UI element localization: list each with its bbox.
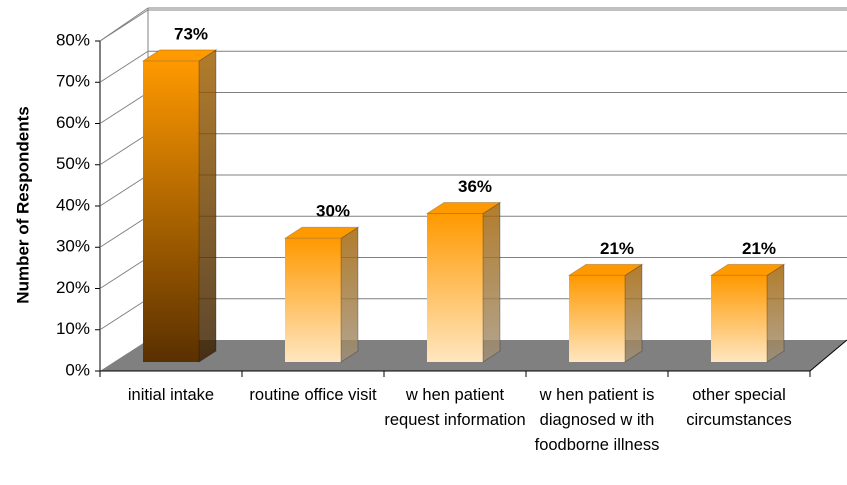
bar-top (141, 49, 218, 62)
y-tick-label: 40% (56, 195, 90, 214)
grid-line (99, 92, 149, 124)
bar-side (482, 201, 501, 363)
x-tick-label: w hen patient request information (384, 386, 526, 429)
y-tick-label: 60% (56, 113, 90, 132)
bar-top (567, 263, 644, 276)
bar (141, 48, 218, 363)
bar (425, 201, 502, 363)
x-ticks (99, 371, 811, 377)
x-axis-depth (809, 339, 847, 372)
data-label: 73% (174, 24, 208, 43)
bar-front (569, 275, 625, 362)
grid-line (99, 50, 149, 83)
bar (709, 263, 786, 363)
y-tick-label: 10% (56, 319, 90, 338)
y-tick-label: 30% (56, 237, 90, 256)
bar-side-shade (199, 49, 216, 362)
bar (283, 226, 360, 363)
bar-side-shade (341, 227, 358, 362)
x-tick-label: initial intake (127, 386, 215, 404)
bar-side-shade (483, 202, 500, 362)
y-axis-title: Number of Respondents (13, 106, 32, 303)
bar-top (709, 263, 786, 276)
grid-line (99, 298, 149, 331)
y-tick-label: 70% (56, 72, 90, 91)
data-label: 21% (742, 239, 776, 258)
data-label: 21% (600, 239, 634, 258)
data-label: 30% (316, 202, 350, 221)
bar-front (427, 213, 483, 362)
x-tick-label: other special circumstances (686, 386, 792, 429)
grid-line (99, 215, 149, 248)
grid-line (99, 174, 149, 207)
bar-front (285, 238, 341, 362)
bar-side-shade (767, 264, 784, 362)
x-tick-label: w hen patient is diagnosed w ith foodbor… (534, 386, 660, 454)
x-tick-label: routine office visit (249, 386, 377, 404)
bar-top (425, 202, 502, 214)
bar-front (711, 275, 767, 362)
bar-side (340, 226, 359, 363)
grid-line (99, 9, 149, 42)
bar-top (283, 226, 360, 239)
bar-front (143, 60, 199, 362)
y-tick-label: 20% (56, 278, 90, 297)
y-tick-label: 80% (56, 30, 90, 49)
bar-side-shade (625, 264, 642, 362)
y-tick-label: 50% (56, 154, 90, 173)
bar (567, 263, 644, 363)
y-tick-label: 0% (65, 360, 90, 379)
data-label: 36% (458, 177, 492, 196)
grid-line (99, 133, 149, 166)
grid-line (99, 257, 149, 289)
